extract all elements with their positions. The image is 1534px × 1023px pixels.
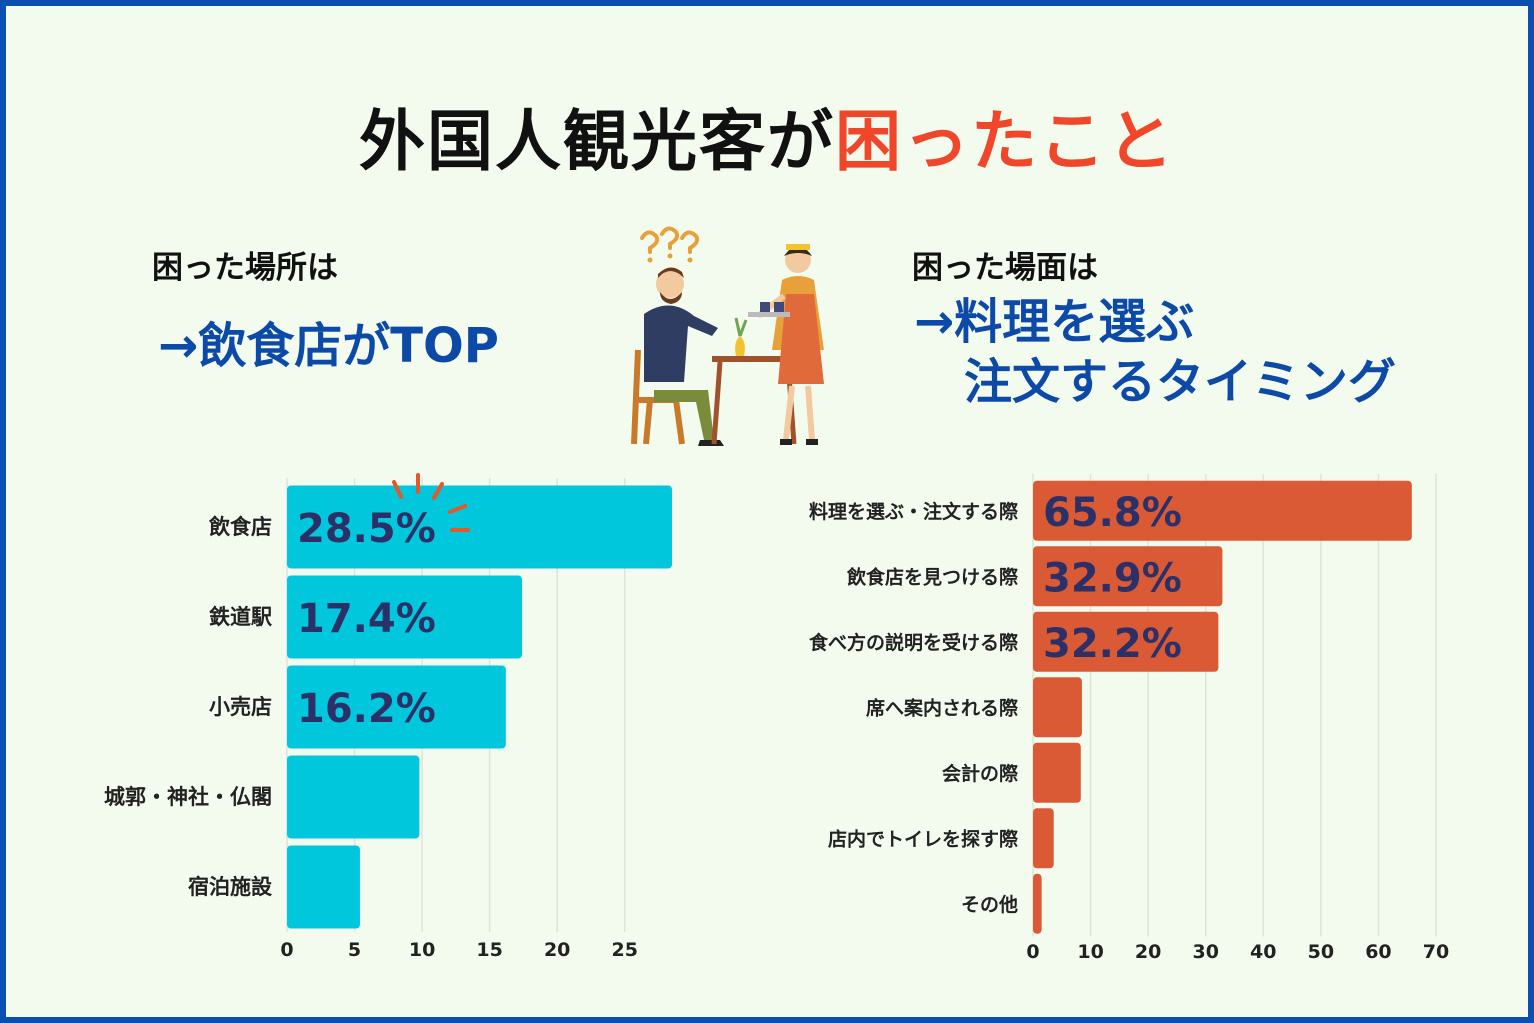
category-label: 飲食店 [208,515,272,539]
page-title: 外国人観光客が困ったこと [0,88,1534,184]
category-label: 城郭・神社・仏閣 [104,785,272,809]
x-tick-label: 25 [611,939,637,961]
tray-icon [748,312,790,317]
man-body [644,305,718,382]
data-label: 28.5% [297,506,436,552]
data-label: 65.8% [1043,490,1182,536]
category-label: その他 [961,893,1018,916]
x-tick-label: 15 [476,939,502,961]
bar [1033,808,1054,869]
x-tick-label: 30 [1192,941,1218,963]
category-label: 鉄道駅 [209,605,273,629]
category-label: 料理を選ぶ・注文する際 [809,500,1019,523]
title-highlight: 困ったこと [835,103,1175,180]
right-headline-line1: →料理を選ぶ [914,294,1195,350]
category-label: 宿泊施設 [188,875,273,899]
sparkle-icon [392,473,470,532]
x-tick-label: 10 [1077,941,1103,963]
category-label: 席へ案内される際 [866,696,1019,719]
bar [1033,480,1412,541]
bar [1033,611,1219,672]
x-tick-label: 0 [280,939,293,961]
bar [287,665,506,749]
left-subtitle: 困った場所は [152,250,338,286]
x-tick-label: 70 [1423,941,1449,963]
data-label: 16.2% [297,686,436,732]
chart-trouble-situations: 0 10 20 30 40 50 60 70 料理を選ぶ・注文する際 65.8% 飲食店を見つける際… [809,474,1449,963]
chart-trouble-places: 0 5 10 15 20 25 飲食店 28.5% 鉄道駅 17.4% 小売店 16.2% 城郭・神社・… [104,478,672,961]
restaurant-illustration [631,226,824,446]
category-label: 店内でトイレを探す際 [828,827,1019,850]
man-legs [654,390,714,440]
bar [287,755,420,839]
vase-icon [735,336,745,356]
data-label: 32.2% [1043,621,1182,667]
category-label: 食べ方の説明を受ける際 [809,631,1019,654]
x-tick-label: 50 [1308,941,1334,963]
category-label: 小売店 [209,695,272,719]
bar [287,485,672,569]
x-tick-label: 0 [1026,941,1039,963]
x-tick-label: 5 [348,939,361,961]
bar [287,845,360,929]
question-marks-icon [640,226,700,254]
category-label: 飲食店を見つける際 [846,565,1019,588]
bar [1033,742,1081,803]
x-tick-label: 40 [1250,941,1276,963]
left-headline: →飲食店がTOP [158,318,499,374]
right-subtitle: 困った場面は [912,250,1098,286]
right-headline-line2: 注文するタイミング [964,354,1397,410]
bar [287,575,523,659]
data-label: 17.4% [297,596,436,642]
title-main: 外国人観光客が [359,103,835,180]
man-head [656,270,684,298]
category-label: 会計の際 [942,762,1019,785]
bar [1033,546,1223,607]
x-tick-label: 20 [1135,941,1161,963]
x-tick-label: 10 [409,939,435,961]
bar [1033,677,1082,738]
table-icon [712,356,796,362]
data-label: 32.9% [1043,555,1182,601]
bar [1033,873,1042,934]
x-tick-label: 60 [1365,941,1391,963]
x-tick-label: 20 [544,939,570,961]
